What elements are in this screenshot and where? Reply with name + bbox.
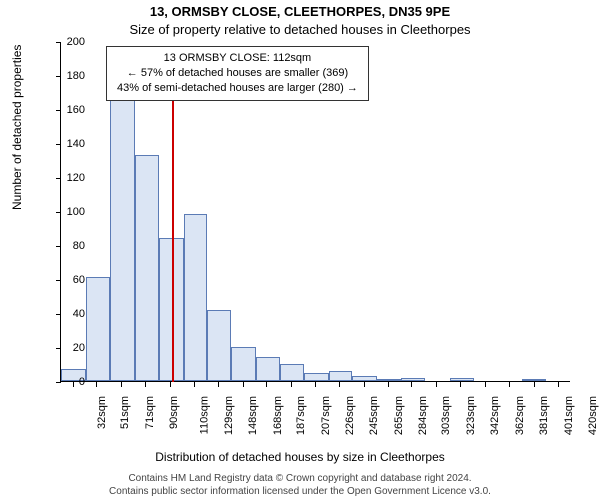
xtick-mark (266, 382, 267, 387)
xtick-label: 342sqm (489, 396, 501, 435)
xtick-label: 148sqm (247, 396, 259, 435)
xtick-mark (291, 382, 292, 387)
histogram-bar (304, 373, 329, 382)
xtick-label: 323sqm (465, 396, 477, 435)
xtick-mark (194, 382, 195, 387)
xtick-mark (315, 382, 316, 387)
xtick-mark (218, 382, 219, 387)
histogram-bar (450, 378, 474, 381)
ytick-label: 40 (45, 308, 85, 320)
xtick-label: 110sqm (198, 396, 210, 434)
title-address: 13, ORMSBY CLOSE, CLEETHORPES, DN35 9PE (0, 4, 600, 19)
xtick-mark (73, 382, 74, 387)
xtick-mark (485, 382, 486, 387)
annotation-line-1: 13 ORMSBY CLOSE: 112sqm (117, 51, 358, 66)
ytick-label: 180 (45, 70, 85, 82)
x-axis-label: Distribution of detached houses by size … (0, 450, 600, 464)
histogram-bar (135, 155, 159, 381)
ytick-label: 160 (45, 104, 85, 116)
ytick-label: 100 (45, 206, 85, 218)
histogram-bar (522, 379, 546, 381)
xtick-mark (121, 382, 122, 387)
xtick-label: 32sqm (96, 396, 108, 429)
xtick-label: 265sqm (393, 396, 405, 435)
ytick-label: 60 (45, 274, 85, 286)
histogram-bar (231, 347, 256, 381)
histogram-bar (280, 364, 304, 381)
ytick-label: 140 (45, 138, 85, 150)
histogram-bar (207, 310, 231, 381)
xtick-mark (145, 382, 146, 387)
annotation-line-3: 43% of semi-detached houses are larger (… (117, 81, 358, 96)
histogram-bar (401, 378, 425, 381)
xtick-label: 90sqm (168, 396, 180, 429)
footer-line-1: Contains HM Land Registry data © Crown c… (0, 472, 600, 485)
xtick-label: 187sqm (295, 396, 307, 435)
xtick-label: 51sqm (119, 396, 131, 429)
histogram-bar (110, 95, 135, 381)
xtick-mark (243, 382, 244, 387)
xtick-label: 168sqm (272, 396, 284, 435)
xtick-label: 303sqm (440, 396, 452, 435)
footer-attribution: Contains HM Land Registry data © Crown c… (0, 472, 600, 498)
ytick-label: 200 (45, 36, 85, 48)
marker-line (172, 94, 174, 382)
xtick-label: 245sqm (368, 396, 380, 435)
xtick-label: 381sqm (538, 396, 550, 435)
xtick-mark (509, 382, 510, 387)
xtick-mark (460, 382, 461, 387)
xtick-mark (170, 382, 171, 387)
ytick-label: 0 (45, 376, 85, 388)
histogram-bar (256, 357, 280, 381)
xtick-mark (388, 382, 389, 387)
xtick-label: 226sqm (344, 396, 356, 435)
y-axis-label: Number of detached properties (10, 45, 24, 210)
histogram-bar (377, 379, 401, 381)
histogram-bar (329, 371, 353, 381)
annotation-box: 13 ORMSBY CLOSE: 112sqm ← 57% of detache… (106, 46, 369, 101)
xtick-label: 71sqm (144, 396, 156, 429)
histogram-bar (86, 277, 110, 381)
xtick-mark (364, 382, 365, 387)
title-subtitle: Size of property relative to detached ho… (0, 22, 600, 37)
xtick-mark (339, 382, 340, 387)
annotation-line-2: ← 57% of detached houses are smaller (36… (117, 66, 358, 81)
ytick-label: 80 (45, 240, 85, 252)
chart-container: 13, ORMSBY CLOSE, CLEETHORPES, DN35 9PE … (0, 0, 600, 500)
xtick-label: 362sqm (514, 396, 526, 435)
histogram-bar (352, 376, 377, 381)
histogram-bar (184, 214, 208, 381)
ytick-label: 20 (45, 342, 85, 354)
xtick-label: 284sqm (417, 396, 429, 435)
xtick-label: 420sqm (587, 396, 599, 435)
footer-line-2: Contains public sector information licen… (0, 485, 600, 498)
xtick-label: 207sqm (320, 396, 332, 435)
xtick-mark (558, 382, 559, 387)
ytick-label: 120 (45, 172, 85, 184)
xtick-label: 401sqm (563, 396, 575, 435)
xtick-mark (436, 382, 437, 387)
xtick-mark (96, 382, 97, 387)
xtick-mark (411, 382, 412, 387)
xtick-label: 129sqm (223, 396, 235, 435)
xtick-mark (534, 382, 535, 387)
